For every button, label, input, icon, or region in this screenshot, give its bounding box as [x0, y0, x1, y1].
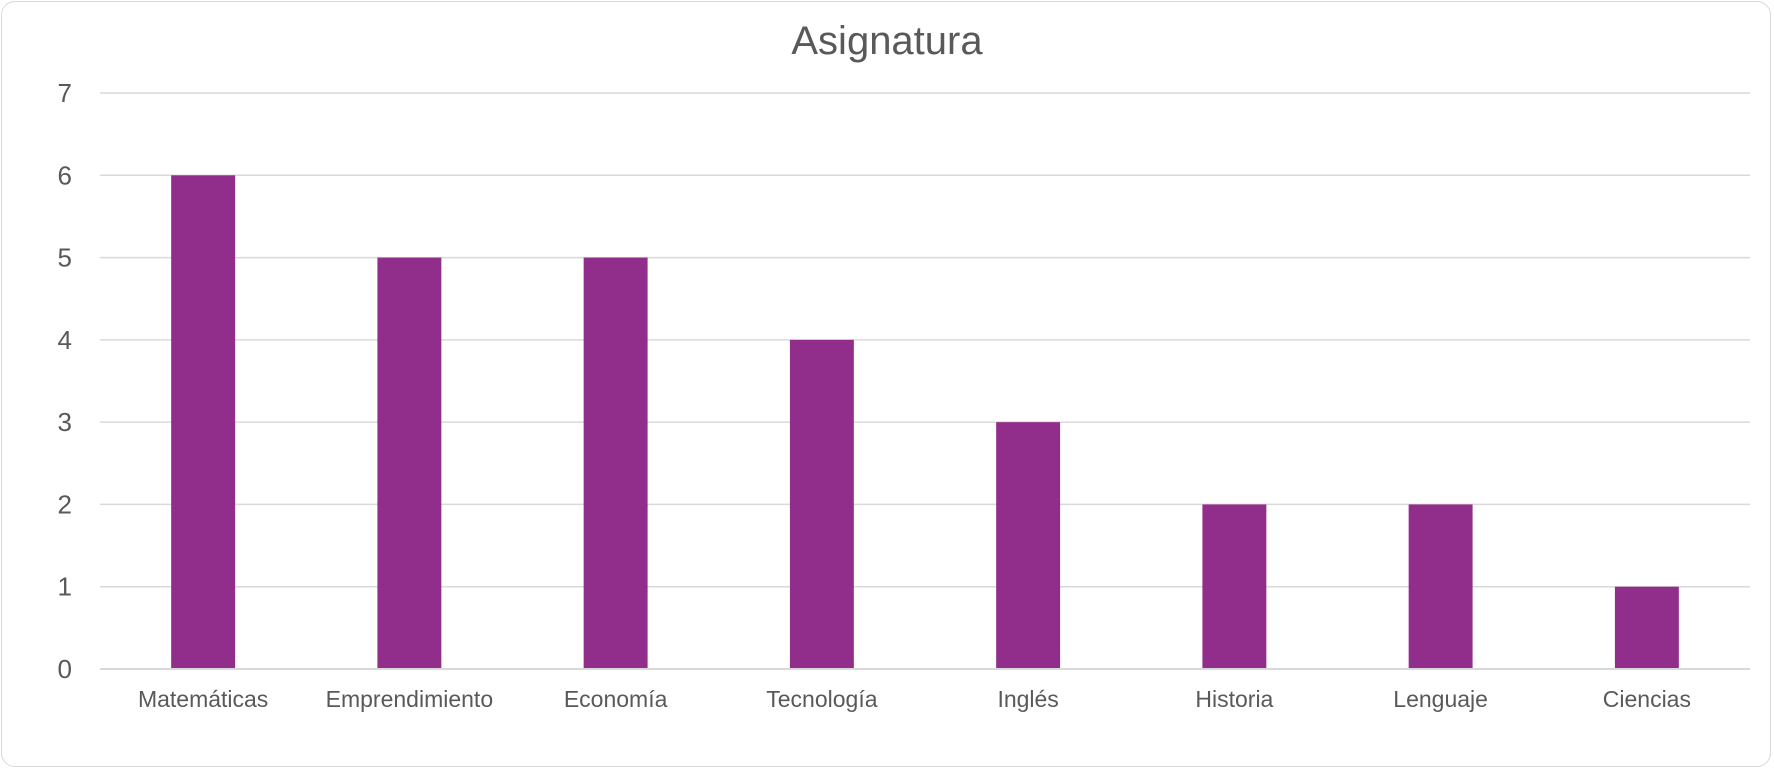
bar-7 [1408, 504, 1473, 669]
x-tick-label: Economía [564, 686, 668, 712]
grid-lines [100, 92, 1750, 588]
x-tick-label: Ciencias [1603, 686, 1691, 712]
y-tick-label: 7 [58, 78, 72, 108]
y-axis-tick-labels: 0 1 2 3 4 5 6 7 [58, 78, 72, 684]
y-tick-label: 2 [58, 489, 72, 519]
bar-2 [377, 257, 442, 669]
x-tick-label: Lenguaje [1393, 686, 1488, 712]
bar-8 [1614, 586, 1679, 669]
bar-5 [996, 422, 1061, 669]
bars [171, 175, 1679, 670]
x-axis-tick-labels: Matemáticas Emprendimiento Economía Tecnolo… [138, 686, 1691, 712]
x-tick-label: Historia [1195, 686, 1273, 712]
y-tick-label: 0 [58, 654, 72, 684]
x-tick-label: Inglés [997, 686, 1058, 712]
x-tick-label: Matemáticas [138, 686, 268, 712]
y-tick-label: 1 [58, 572, 72, 602]
bar-4 [789, 339, 854, 669]
y-tick-label: 5 [58, 243, 72, 273]
x-tick-label: Tecnología [766, 686, 877, 712]
y-tick-label: 3 [58, 407, 72, 437]
y-tick-label: 4 [58, 325, 72, 355]
chart-title: Asignatura [791, 19, 983, 63]
bar-6 [1202, 504, 1267, 669]
x-tick-label: Emprendimiento [326, 686, 493, 712]
y-tick-label: 6 [58, 160, 72, 190]
bar-1 [171, 175, 236, 670]
bar-3 [583, 257, 648, 669]
